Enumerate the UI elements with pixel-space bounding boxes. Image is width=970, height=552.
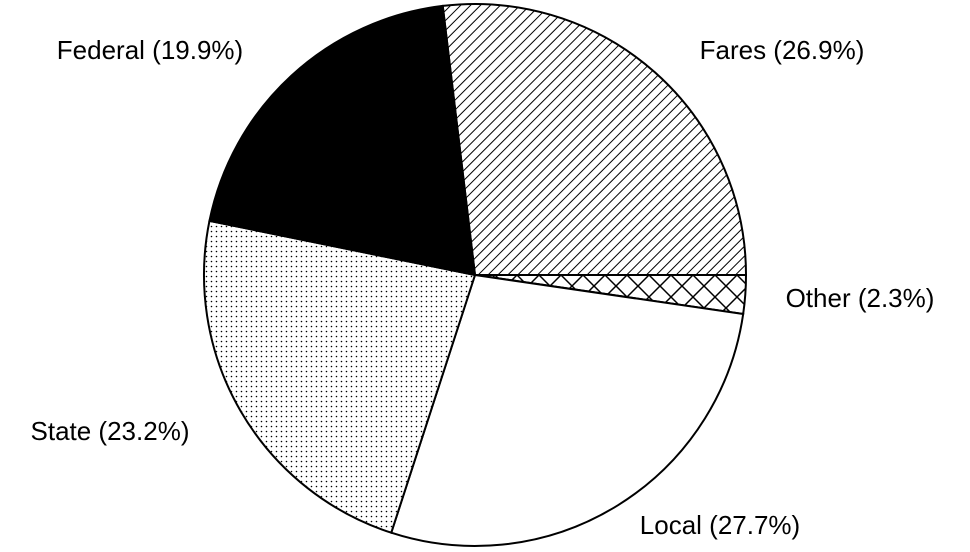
slice-label: Local (27.7%): [640, 510, 800, 540]
slice-label: Other (2.3%): [786, 283, 935, 313]
pie-slice: [441, 3, 748, 276]
pie-slice: [389, 273, 745, 547]
slice-label: Fares (26.9%): [700, 35, 865, 65]
pie-slice: [208, 4, 477, 277]
slice-label: State (23.2%): [31, 416, 190, 446]
pie-slice: [203, 219, 477, 534]
slice-label: Federal (19.9%): [57, 35, 243, 65]
